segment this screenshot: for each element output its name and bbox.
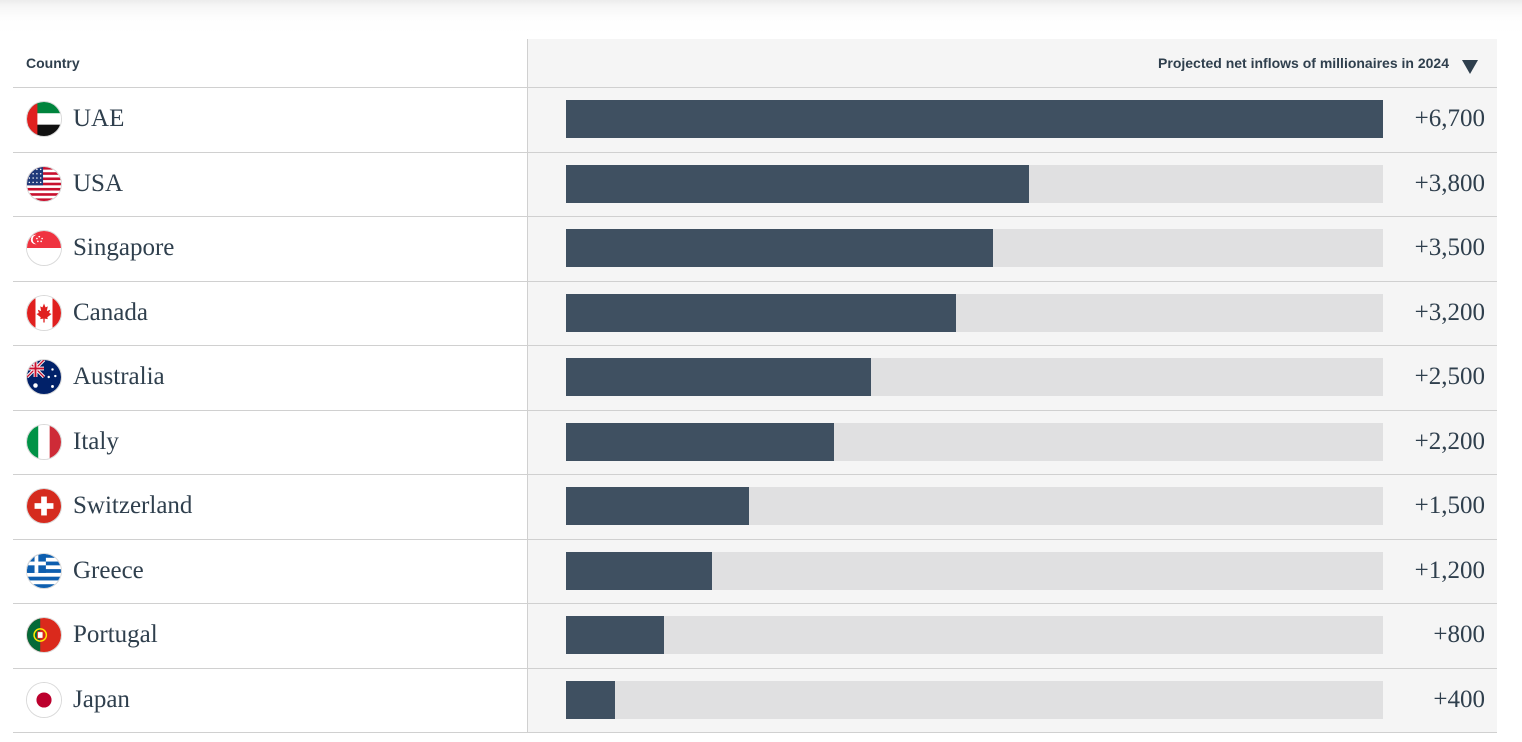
bar-track xyxy=(566,293,1383,332)
bar-track xyxy=(566,164,1383,203)
bar xyxy=(566,229,993,267)
bar-track xyxy=(566,229,1383,267)
bar xyxy=(566,164,1030,203)
country-label: Italy xyxy=(73,427,119,455)
table-row: Portugal +800 xyxy=(13,604,1497,669)
italy-flag-icon xyxy=(26,423,62,460)
bar-track xyxy=(566,487,1383,525)
bar-track xyxy=(566,358,1383,396)
metric-column-header-cell: Projected net inflows of millionaires in… xyxy=(527,39,1497,87)
bar-track xyxy=(566,680,1383,719)
top-shadow xyxy=(0,0,1522,34)
uae-flag-icon xyxy=(26,101,62,137)
bar xyxy=(566,680,615,719)
table-row: UAE +6,700 xyxy=(13,88,1497,153)
country-label: Australia xyxy=(73,363,165,390)
triangle-down-icon[interactable] xyxy=(1462,60,1478,74)
bar-cell: +3,800 xyxy=(527,152,1497,216)
data-label: +1,200 xyxy=(1414,556,1485,584)
country-label: USA xyxy=(73,169,124,197)
bar-cell: +1,500 xyxy=(527,475,1497,539)
millionaire-inflows-table: Country Projected net inflows of million… xyxy=(13,39,1497,733)
bar-track xyxy=(566,616,1383,654)
data-label: +400 xyxy=(1433,685,1485,713)
japan-flag-icon xyxy=(26,681,62,718)
country-label: Singapore xyxy=(73,234,175,261)
bar xyxy=(566,551,713,590)
country-label: Greece xyxy=(73,556,144,584)
singapore-flag-icon xyxy=(26,230,62,266)
country-label: Japan xyxy=(73,685,130,713)
data-label: +3,200 xyxy=(1414,298,1485,326)
table-row: Italy +2,200 xyxy=(13,410,1497,475)
country-label: Switzerland xyxy=(73,492,193,519)
bar-cell: +3,500 xyxy=(527,217,1497,281)
bar-cell: +6,700 xyxy=(527,88,1497,152)
table-row: Japan +400 xyxy=(13,668,1497,733)
bar-track xyxy=(566,100,1383,138)
bar-track xyxy=(566,551,1383,590)
table-row: Canada +3,200 xyxy=(13,281,1497,346)
table-row: Singapore +3,500 xyxy=(13,217,1497,282)
country-label: Canada xyxy=(73,298,148,326)
bar-cell: +1,200 xyxy=(527,539,1497,603)
bar-cell: +400 xyxy=(527,668,1497,732)
data-label: +3,800 xyxy=(1414,169,1485,197)
bar xyxy=(566,487,749,525)
switzerland-flag-icon xyxy=(26,488,62,524)
bar-track xyxy=(566,422,1383,461)
metric-column-header: Projected net inflows of millionaires in… xyxy=(1158,55,1449,71)
table-row: Switzerland +1,500 xyxy=(13,475,1497,540)
bar-cell: +800 xyxy=(527,604,1497,668)
data-label: +2,200 xyxy=(1414,427,1485,455)
bar xyxy=(566,358,871,396)
table-header: Country Projected net inflows of million… xyxy=(13,39,1497,88)
bar xyxy=(566,422,835,461)
table-row: Australia +2,500 xyxy=(13,346,1497,411)
bar-cell: +2,200 xyxy=(527,410,1497,474)
data-label: +800 xyxy=(1433,621,1485,648)
country-label: UAE xyxy=(73,105,125,132)
australia-flag-icon xyxy=(26,359,62,395)
table-body: UAE +6,700 USA +3,800 Singapore +3,500 Canada +… xyxy=(13,88,1497,733)
data-label: +6,700 xyxy=(1414,105,1485,132)
canada-flag-icon xyxy=(26,294,62,331)
greece-flag-icon xyxy=(26,552,62,589)
bar xyxy=(566,293,957,332)
table-row: Greece +1,200 xyxy=(13,539,1497,604)
bar xyxy=(566,100,1383,138)
bar xyxy=(566,616,664,654)
portugal-flag-icon xyxy=(26,617,62,653)
country-label: Portugal xyxy=(73,621,158,648)
data-label: +1,500 xyxy=(1414,492,1485,519)
data-label: +3,500 xyxy=(1414,234,1485,261)
usa-flag-icon xyxy=(26,165,62,202)
data-label: +2,500 xyxy=(1414,363,1485,390)
bar-cell: +3,200 xyxy=(527,281,1497,345)
bar-cell: +2,500 xyxy=(527,346,1497,410)
table-row: USA +3,800 xyxy=(13,152,1497,217)
country-column-header: Country xyxy=(26,55,80,71)
